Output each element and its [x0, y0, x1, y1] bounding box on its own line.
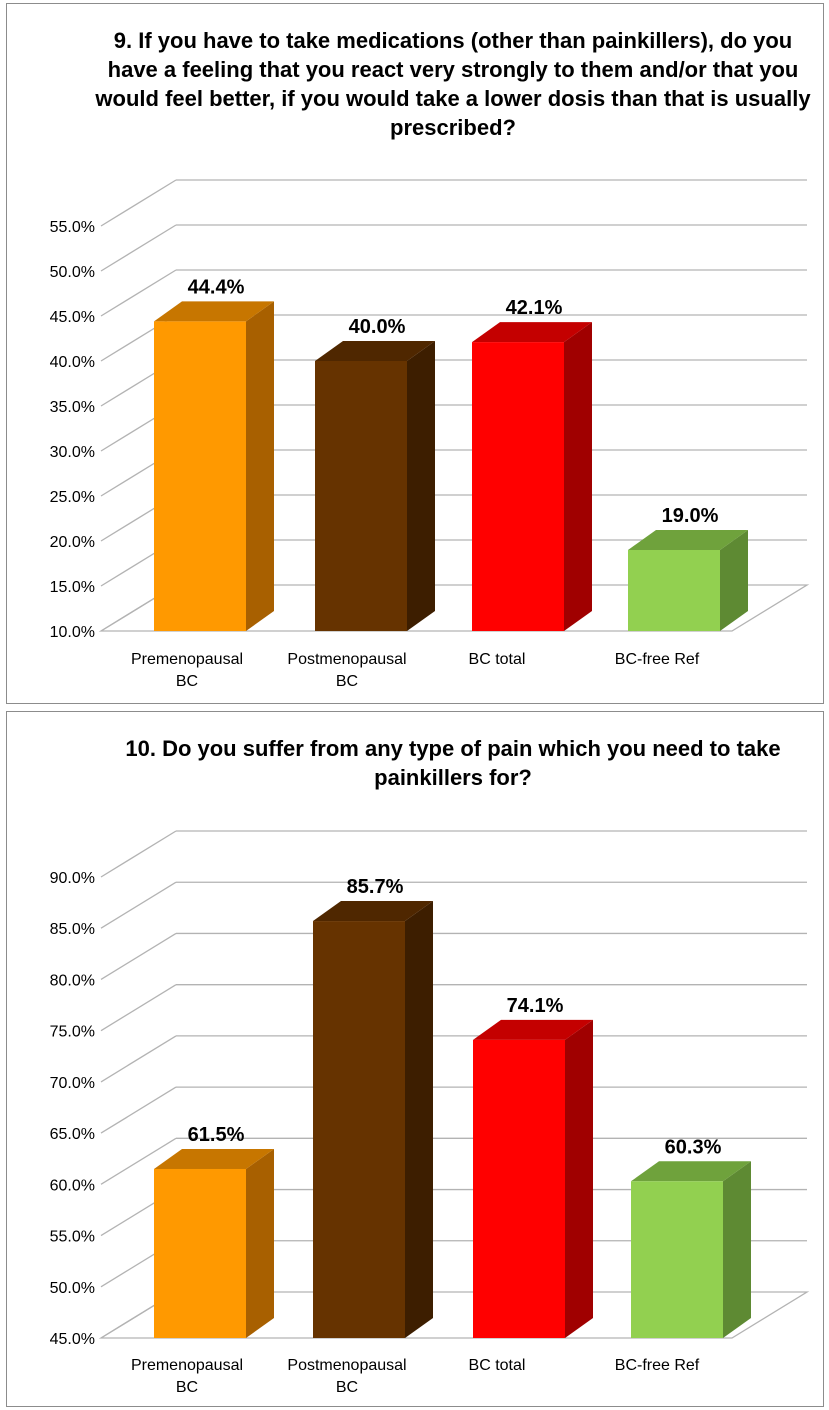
bar-front-face — [472, 342, 564, 631]
y-tick-label: 65.0% — [50, 1126, 95, 1143]
bar-side-face — [405, 901, 433, 1338]
data-label: 40.0% — [349, 316, 406, 338]
bar-front-face — [631, 1181, 723, 1338]
chart-panel-medication-sensitivity: 9. If you have to take medications (othe… — [6, 3, 824, 704]
x-category-label: Premenopausal BC — [131, 651, 243, 690]
y-tick-label: 90.0% — [50, 870, 95, 887]
bar-top-face — [628, 530, 748, 550]
bar-side-face — [723, 1161, 751, 1338]
y-tick-label: 60.0% — [50, 1177, 95, 1194]
y-tick-label: 85.0% — [50, 921, 95, 938]
bar-front-face — [154, 321, 246, 631]
bar-1 — [154, 301, 274, 631]
gridline — [100, 881, 807, 929]
x-category-label: Postmenopausal BC — [287, 651, 406, 690]
bar-top-face — [313, 901, 433, 922]
chart-title: 10. Do you suffer from any type of pain … — [125, 736, 781, 790]
x-category-label: BC total — [469, 1357, 526, 1374]
bar-top-face — [154, 301, 274, 322]
y-tick-label: 40.0% — [50, 354, 95, 371]
data-label: 74.1% — [507, 995, 564, 1017]
bar-2 — [313, 901, 433, 1338]
gridline — [100, 1035, 807, 1083]
data-label: 42.1% — [506, 297, 563, 319]
y-tick-label: 80.0% — [50, 972, 95, 989]
gridline — [100, 984, 807, 1032]
data-label: 44.4% — [188, 276, 245, 298]
x-category-label: BC-free Ref — [615, 1357, 700, 1374]
gridline — [100, 269, 807, 317]
y-tick-label: 20.0% — [50, 534, 95, 551]
gridline — [100, 224, 807, 272]
y-tick-label: 35.0% — [50, 399, 95, 416]
bar-side-face — [564, 322, 592, 631]
bar-4 — [631, 1161, 751, 1338]
y-tick-label: 75.0% — [50, 1024, 95, 1041]
data-label: 61.5% — [188, 1124, 245, 1146]
bar-top-face — [315, 341, 435, 361]
bar-top-face — [631, 1161, 751, 1182]
x-category-label: Premenopausal BC — [131, 1357, 243, 1396]
gridline — [100, 179, 807, 227]
bar-front-face — [313, 921, 405, 1338]
data-label: 85.7% — [347, 876, 404, 898]
y-tick-label: 45.0% — [50, 1331, 95, 1348]
bar-3 — [473, 1019, 593, 1338]
chart-panel-painkillers: 10. Do you suffer from any type of pain … — [6, 711, 824, 1407]
bar-4 — [628, 530, 748, 631]
bar-chart-medication-sensitivity: 10.0% 15.0% 20.0% 25.0% 30.0% 35.0% 40.0% 45.0%… — [50, 179, 810, 690]
bar-side-face — [720, 530, 748, 631]
y-tick-label: 15.0% — [50, 579, 95, 596]
bar-front-face — [154, 1168, 246, 1338]
y-tick-label: 45.0% — [50, 309, 95, 326]
bar-top-face — [154, 1148, 274, 1169]
data-label: 60.3% — [665, 1136, 722, 1158]
bar-front-face — [628, 550, 720, 631]
x-category-label: BC total — [469, 651, 526, 668]
bar-side-face — [246, 301, 274, 631]
bar-chart-painkillers: 45.0% 50.0% 55.0% 60.0% 65.0% 70.0% 75.0% 80.0%… — [50, 830, 810, 1396]
data-label: 19.0% — [662, 505, 719, 527]
gridline — [100, 932, 807, 980]
y-tick-label: 10.0% — [50, 624, 95, 641]
gridline — [100, 830, 807, 878]
bar-top-face — [472, 322, 592, 343]
bar-front-face — [473, 1039, 565, 1338]
bar-3 — [472, 322, 592, 631]
bar-top-face — [473, 1019, 593, 1040]
bar-2 — [315, 341, 435, 631]
bar-front-face — [315, 361, 407, 631]
y-tick-label: 55.0% — [50, 1229, 95, 1246]
bar-side-face — [407, 341, 435, 631]
y-tick-label: 50.0% — [50, 1280, 95, 1297]
chart-title: 9. If you have to take medications (othe… — [95, 28, 811, 140]
y-tick-label: 25.0% — [50, 489, 95, 506]
y-tick-label: 55.0% — [50, 219, 95, 236]
y-tick-label: 30.0% — [50, 444, 95, 461]
bar-side-face — [246, 1148, 274, 1338]
x-category-label: Postmenopausal BC — [287, 1357, 406, 1396]
bar-side-face — [565, 1019, 593, 1338]
bar-1 — [154, 1148, 274, 1338]
y-tick-label: 50.0% — [50, 264, 95, 281]
x-category-label: BC-free Ref — [615, 651, 700, 668]
y-tick-label: 70.0% — [50, 1075, 95, 1092]
